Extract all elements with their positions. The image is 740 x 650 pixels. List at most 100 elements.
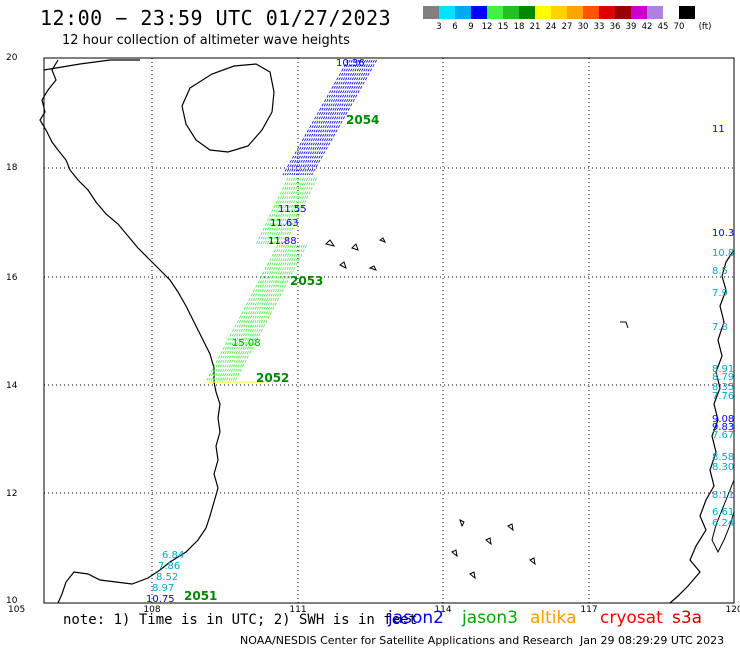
track-streak (282, 177, 315, 246)
timestamp-text: Jan 29 08:29:29 UTC 2023 (580, 634, 725, 647)
color-scale-bar (423, 6, 695, 19)
pass-time-label: 2053 (290, 274, 323, 288)
track-streak (282, 59, 349, 176)
y-tick-label: 12 (6, 489, 17, 499)
legend-altika: altika (530, 608, 577, 628)
color-tick-label: 39 (625, 22, 637, 32)
track-value-label: 9.83 (712, 422, 734, 433)
track-value-label: 8.35 (712, 382, 734, 393)
track-value-label: 7.76 (712, 391, 734, 402)
track-streak (309, 59, 375, 176)
y-tick-label: 10 (6, 596, 18, 606)
track-streak (298, 59, 364, 176)
color-tick-label: 36 (609, 22, 621, 32)
color-tick-label: 70 (673, 22, 685, 32)
color-tick-label: 3 (436, 22, 442, 32)
track-streak (271, 177, 304, 246)
coastline-china-gulf (43, 59, 140, 71)
track-value-label: 8.11 (712, 490, 734, 501)
track-streak (275, 177, 309, 246)
color-swatch (551, 6, 567, 19)
color-unit-label: (ft) (698, 22, 712, 32)
track-value-label: 8.5 (712, 266, 728, 277)
color-swatch (471, 6, 487, 19)
x-tick-label: 114 (434, 605, 451, 615)
track-streak (287, 59, 353, 176)
track-value-label: 9.08 (712, 414, 734, 425)
track-streak (284, 177, 317, 246)
track-value-label: 11 (712, 124, 725, 135)
color-swatch (631, 6, 647, 19)
track-streak (273, 177, 306, 246)
track-value-label: 10.3 (712, 228, 734, 239)
track-streak (302, 59, 369, 176)
legend-jason2: jason2 (388, 608, 444, 628)
pass-time-labels: 2054 2053 2052 2051 (184, 113, 379, 603)
track-streak (268, 177, 302, 246)
color-swatch (503, 6, 519, 19)
track-streak (232, 244, 305, 383)
pass-time-label: 2052 (256, 371, 289, 385)
color-tick-label: 42 (641, 22, 653, 32)
track-streak (260, 177, 293, 246)
x-tick-label: 111 (289, 605, 306, 615)
note-text: note: 1) Time is in UTC; 2) SWH is in fe… (63, 612, 418, 628)
color-tick-label: 21 (529, 22, 541, 32)
track-value-label: 10.75 (146, 594, 175, 605)
track-value-label: 8.52 (156, 572, 178, 583)
pass-time-label: 2051 (184, 589, 217, 603)
color-swatch (583, 6, 599, 19)
track-streak (227, 244, 301, 383)
track-streak (257, 177, 291, 246)
color-swatch (599, 6, 615, 19)
track-streak (266, 177, 300, 246)
altimeter-track: 10.3611.5511.6311.8815.086.847.868.528.9… (146, 58, 734, 605)
track-streak (210, 244, 283, 383)
y-tick-label: 16 (6, 273, 18, 283)
track-value-label: 7.86 (158, 561, 180, 572)
track-value-label: 8.91 (712, 364, 734, 375)
track-value-label: 7.67 (712, 430, 734, 441)
color-tick-label: 18 (513, 22, 525, 32)
track-value-label: 11.63 (270, 218, 299, 229)
legend-s3a: s3a (672, 608, 703, 628)
track-value-label: 6.84 (162, 550, 184, 561)
color-swatch (455, 6, 471, 19)
spratly-islands (451, 321, 629, 580)
x-tick-label: 117 (580, 605, 597, 615)
track-value-label: 7.8 (712, 322, 728, 333)
y-tick-label: 14 (6, 381, 18, 391)
x-axis-ticks: 105 108 111 114 117 120 (8, 605, 740, 615)
color-swatch (663, 6, 679, 19)
pass-time-label: 2054 (346, 113, 379, 127)
coastline-philippines (669, 249, 735, 604)
color-tick-label: 9 (468, 22, 474, 32)
color-tick-label: 27 (561, 22, 573, 32)
map-title: 12:00 − 23:59 UTC 01/27/2023 (40, 6, 392, 30)
track-streak (229, 244, 303, 383)
track-streak (205, 244, 279, 383)
color-swatch (679, 6, 695, 19)
track-value-label: 6.61 (712, 507, 734, 518)
color-swatch (535, 6, 551, 19)
track-streak (311, 59, 377, 176)
track-streak (262, 177, 295, 246)
color-swatch (615, 6, 631, 19)
track-streak (212, 244, 285, 383)
track-streak (218, 244, 292, 383)
color-tick-label: 45 (657, 22, 669, 32)
track-value-label: 15.08 (232, 338, 261, 349)
track-streak (279, 177, 313, 246)
track-streak (234, 244, 307, 383)
track-streak (300, 59, 366, 176)
legend-jason3: jason3 (462, 608, 518, 628)
coastline-vietnam (39, 59, 221, 604)
color-tick-label: 12 (481, 22, 493, 32)
track-streak (277, 177, 311, 246)
color-swatch (423, 6, 439, 19)
track-streak (306, 59, 373, 176)
x-tick-label: 120 (725, 605, 740, 615)
track-value-label: 8.79 (712, 372, 734, 383)
y-tick-label: 20 (6, 53, 18, 63)
